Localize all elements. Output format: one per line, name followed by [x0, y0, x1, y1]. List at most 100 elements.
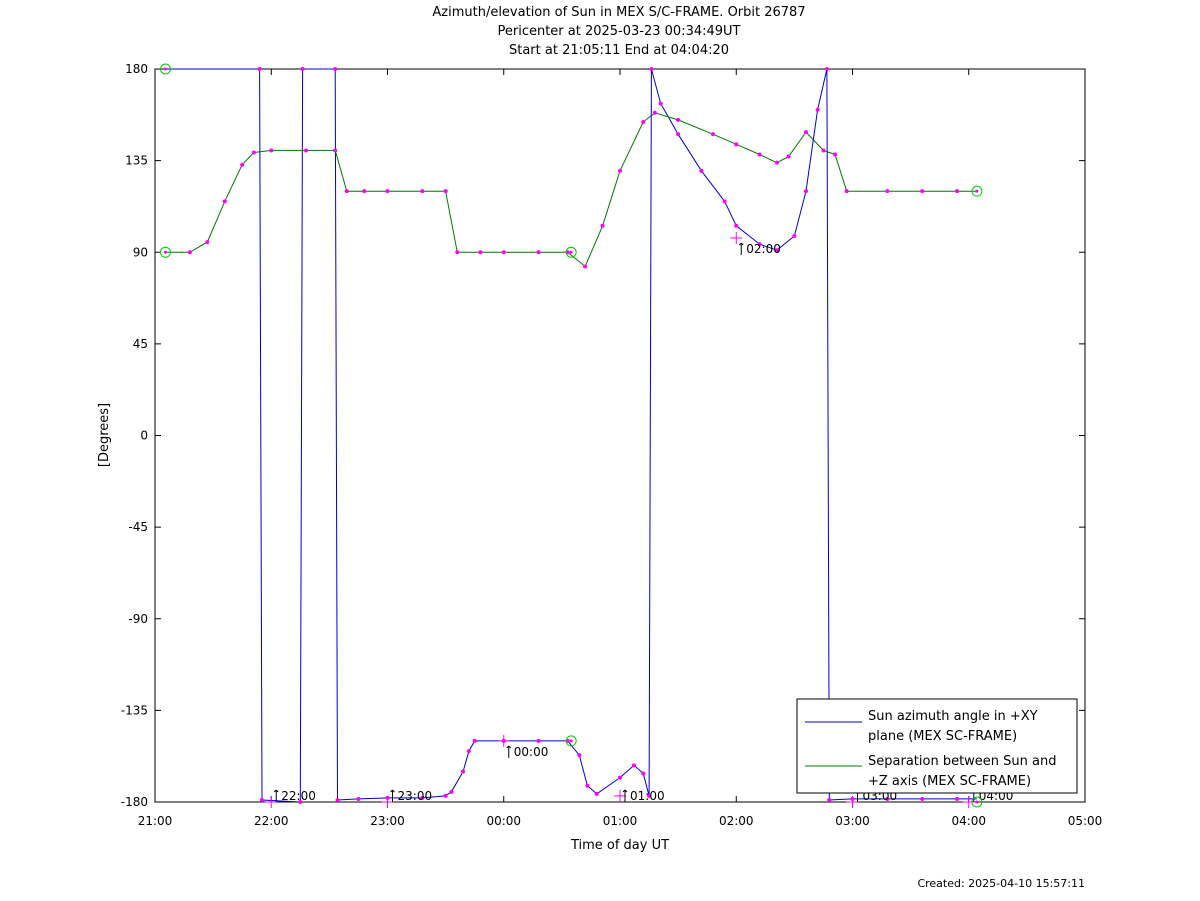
series-0-point-22: [631, 763, 636, 768]
chart-title: Azimuth/elevation of Sun in MEX S/C-FRAM…: [432, 5, 806, 20]
endpoint-circle-0: [159, 63, 171, 75]
series-0-point-7: [356, 796, 361, 801]
series-0-point-10: [443, 793, 448, 798]
series-0-point-28: [699, 168, 704, 173]
time-marker-arrow-r-0: [275, 789, 279, 793]
x-tick-label-2: 23:00: [370, 814, 405, 828]
series-1-point-36: [955, 189, 960, 194]
series-1-point-19: [583, 264, 588, 269]
legend-label-separation-line1: Separation between Sun and: [868, 754, 1056, 769]
series-0-point-4: [300, 67, 305, 71]
series-0-point-20: [594, 791, 599, 796]
time-marker-label-4: 02:00: [746, 242, 781, 256]
y-tick-label-7: -135: [121, 703, 148, 717]
plot-frame: [154, 68, 1086, 803]
series-0-point-39: [885, 796, 890, 801]
series-1-point-7: [304, 148, 309, 153]
series-0-point-1: [257, 67, 262, 71]
series-0-point-23: [641, 771, 646, 776]
endpoint-circle-2: [565, 246, 577, 258]
series-1-point-26: [734, 142, 739, 147]
endpoint-dot-2: [569, 250, 573, 254]
series-1-point-21: [618, 168, 622, 173]
axis-tick-labels: 21:00 22:00 23:00 00:00 01:00 02:00 03:00 04:00…: [121, 62, 1103, 828]
x-tick-label-5: 02:00: [719, 814, 754, 828]
x-tick-label-4: 01:00: [603, 814, 638, 828]
series-0-point-12: [461, 769, 466, 774]
series-1-point-20: [600, 223, 605, 228]
legend-label-separation-line2: +Z axis (MEX SC-FRAME): [868, 774, 1031, 789]
series-0-point-36: [824, 67, 829, 71]
endpoint-circle-5: [971, 796, 983, 808]
time-marker-arrow-r-4: [740, 242, 744, 246]
series-line-1: [165, 112, 977, 268]
series-0-point-32: [774, 248, 779, 253]
series-1-point-30: [804, 130, 808, 135]
endpoint-dot-5: [975, 800, 979, 804]
series-1-point-25: [711, 132, 715, 137]
time-marker-arrow-r-3: [624, 789, 628, 793]
series-1-point-35: [920, 189, 925, 194]
series-0-point-27: [676, 132, 681, 137]
series-0-point-19: [585, 783, 590, 788]
series-1-point-33: [844, 189, 849, 194]
legend: Sun azimuth angle in +XY plane (MEX SC-F…: [796, 698, 1078, 794]
axis-ticks: [154, 68, 1086, 803]
series-1-point-6: [269, 148, 274, 153]
x-axis-title: Time of day UT: [570, 838, 669, 853]
x-tick-label-1: 22:00: [254, 814, 289, 828]
legend-box: [796, 698, 1078, 794]
series-0-point-30: [734, 223, 739, 228]
time-marker-arrow-r-1: [392, 789, 395, 793]
time-marker-arrow-l-1: [390, 789, 393, 793]
chart-subtitle-pericenter: Pericenter at 2025-03-23 00:34:49UT: [497, 24, 741, 39]
x-tick-label-7: 04:00: [951, 814, 986, 828]
series-0-point-35: [815, 107, 820, 112]
y-tick-label-2: 90: [133, 245, 148, 259]
chart-subtitle-range: Start at 21:05:11 End at 04:04:20: [508, 43, 730, 58]
series-0-point-40: [920, 796, 925, 801]
series-1-point-5: [251, 150, 256, 155]
series-0-point-33: [792, 233, 797, 238]
series-1-point-34: [885, 189, 890, 194]
endpoint-dot-3: [569, 739, 573, 743]
series-0-point-16: [536, 738, 541, 743]
series-1-point-32: [833, 152, 838, 157]
endpoint-dot-1: [163, 250, 167, 254]
series-0-point-26: [658, 101, 663, 106]
series-line-0: [165, 68, 977, 803]
series-1-point-31: [821, 148, 826, 153]
x-tick-label-0: 21:00: [138, 814, 173, 828]
series-0-point-41: [955, 796, 960, 801]
series-0-point-29: [722, 199, 727, 204]
x-tick-label-6: 03:00: [835, 814, 870, 828]
series-0-point-37: [827, 797, 832, 802]
endpoint-dot-0: [163, 67, 167, 71]
time-marker-arrow-r-2: [508, 745, 512, 749]
series-0-point-18: [577, 753, 582, 758]
endpoint-circle-4: [971, 185, 983, 197]
series-0-point-34: [804, 189, 808, 194]
series-0-point-9: [420, 795, 425, 800]
series-1-point-24: [676, 117, 681, 122]
y-tick-label-4: 0: [140, 429, 148, 443]
series-1-point-3: [222, 199, 227, 204]
series-1-point-13: [443, 189, 448, 194]
series-0-point-21: [618, 775, 622, 780]
y-tick-label-6: -90: [128, 612, 148, 626]
series-0-point-6: [335, 797, 340, 802]
series-1-point-10: [362, 189, 367, 194]
series-layer: [165, 68, 977, 803]
series-1-point-8: [333, 148, 338, 153]
time-marker-label-1: 23:00: [398, 789, 433, 803]
series-0-point-14: [472, 738, 477, 743]
time-marker-arrow-l-0: [273, 789, 277, 793]
series-1-point-9: [344, 189, 349, 194]
time-marker-label-3: 01:00: [630, 789, 665, 803]
series-1-point-16: [501, 250, 506, 255]
series-0-point-25: [649, 67, 654, 71]
series-1-point-11: [385, 189, 390, 194]
series-1-point-23: [652, 110, 657, 115]
